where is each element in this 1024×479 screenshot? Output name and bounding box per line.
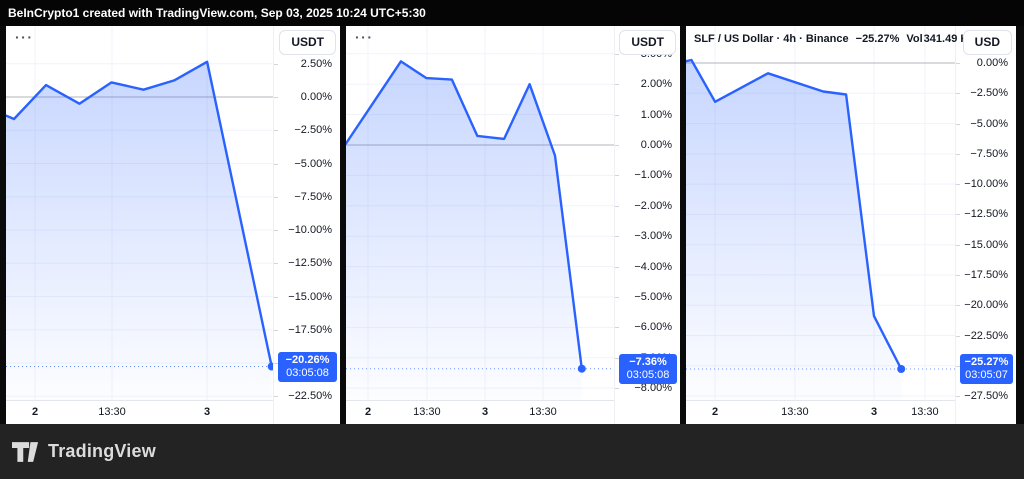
y-axis-label: −20.00%	[956, 298, 1016, 312]
y-axis[interactable]: 3.00%2.00%1.00%0.00%−1.00%−2.00%−3.00%−4…	[614, 26, 680, 424]
area-fill	[686, 60, 902, 400]
last-value-change: −20.26%	[285, 353, 330, 366]
x-axis[interactable]: 2 13:30 3 13:30	[686, 400, 955, 424]
more-options-button[interactable]: ···	[355, 29, 374, 45]
x-axis-label: 3	[870, 406, 878, 418]
symbol-change: −25.27%	[855, 33, 900, 45]
y-axis-label: −2.00%	[615, 199, 680, 213]
price-line	[346, 60, 583, 370]
y-axis-label: −5.00%	[615, 290, 680, 304]
last-value-change: −7.36%	[629, 355, 667, 368]
x-axis-label: 3	[482, 406, 489, 418]
more-options-icon: ···	[15, 29, 34, 45]
plot-area[interactable]	[6, 26, 273, 400]
y-axis[interactable]: 0.00% −2.50% −5.00% −7.50% −10.00% −12.50% −15…	[955, 26, 1016, 424]
more-options-icon: ···	[355, 29, 374, 45]
chart-panel-3: SLF / US Dollar · 4h · Binance −25.27% Vol…	[686, 26, 1016, 424]
last-value-time: 03:05:08	[286, 366, 329, 379]
area-fill	[6, 61, 272, 400]
x-axis-label: 13:30	[413, 406, 441, 418]
volume-label: Vol	[906, 33, 923, 45]
y-axis-label: 0.00%	[615, 138, 680, 152]
last-value-time: 03:05:07	[965, 369, 1008, 381]
y-axis-label: −10.00%	[956, 177, 1016, 191]
area-fill	[346, 61, 582, 400]
y-axis-label: −6.00%	[615, 320, 680, 334]
plot-area[interactable]	[346, 26, 614, 400]
y-axis-label: −2.50%	[956, 86, 1016, 100]
last-value-badge: −25.27% 03:05:07	[960, 354, 1013, 384]
chart-panel-1: ··· USDT 2.50% 0.00% −2.50% −5.00% −7.50% −10…	[6, 26, 340, 424]
y-axis-label: −1.00%	[615, 168, 680, 182]
tradingview-link[interactable]: TradingView	[12, 441, 156, 462]
currency-button[interactable]: USD	[962, 30, 1012, 55]
footer-bar: TradingView	[0, 424, 1024, 479]
y-axis-label: −10.00%	[274, 223, 340, 237]
y-axis-label: −3.00%	[615, 229, 680, 243]
y-axis-label: −2.50%	[274, 123, 340, 137]
y-axis-label: −8.00%	[615, 381, 680, 395]
y-axis-label: −17.50%	[274, 323, 340, 337]
x-axis[interactable]: 2 13:30 3 13:30	[346, 400, 614, 424]
y-axis-label: −12.50%	[274, 256, 340, 270]
x-axis-label: 13:30	[98, 406, 126, 418]
price-line	[6, 60, 273, 368]
last-price-dot	[577, 364, 586, 373]
last-value-badge: −20.26% 03:05:08	[278, 351, 337, 382]
y-axis-label: −7.50%	[956, 147, 1016, 161]
currency-button[interactable]: USDT	[279, 30, 336, 55]
last-value-badge: −7.36% 03:05:08	[619, 353, 677, 384]
symbol-header[interactable]: SLF / US Dollar · 4h · Binance −25.27% Vol…	[694, 33, 968, 45]
y-axis-label: −5.00%	[274, 157, 340, 171]
last-value-time: 03:05:08	[626, 368, 670, 381]
x-axis-label: 13:30	[781, 406, 809, 418]
attribution-text: BeInCrypto1 created with TradingView.com…	[8, 6, 426, 20]
price-line	[686, 58, 903, 371]
plot-area[interactable]	[686, 26, 955, 400]
last-price-dot	[897, 365, 906, 373]
y-axis-label: −17.50%	[956, 268, 1016, 282]
tradingview-logo-icon	[12, 441, 39, 462]
y-axis-label: −22.50%	[956, 329, 1016, 343]
x-axis-label: 13:30	[911, 406, 939, 418]
y-axis-label: −5.00%	[956, 117, 1016, 131]
last-price-dot	[267, 362, 273, 371]
y-axis-label: −27.50%	[956, 389, 1016, 403]
x-axis-label: 2	[32, 406, 39, 418]
y-axis-label: 2.50%	[274, 57, 340, 71]
symbol-title: SLF / US Dollar · 4h · Binance	[694, 33, 849, 45]
volume-value: 341.49 K	[923, 33, 969, 45]
y-axis-label: −22.50%	[274, 389, 340, 403]
x-axis-label: 13:30	[529, 406, 557, 418]
y-axis[interactable]: 2.50% 0.00% −2.50% −5.00% −7.50% −10.00% −12.5…	[273, 26, 340, 424]
attribution-bar: BeInCrypto1 created with TradingView.com…	[0, 0, 1024, 26]
y-axis-label: −15.00%	[956, 238, 1016, 252]
x-axis-label: 2	[712, 406, 719, 418]
tradingview-brand-text: TradingView	[48, 441, 156, 461]
y-axis-label: 1.00%	[615, 108, 680, 122]
y-axis-label: 2.00%	[615, 77, 680, 91]
charts-stage: ··· USDT 2.50% 0.00% −2.50% −5.00% −7.50% −10…	[0, 26, 1024, 424]
x-axis-label: 3	[204, 406, 211, 418]
x-axis-label: 2	[364, 406, 372, 418]
currency-button[interactable]: USDT	[619, 30, 676, 55]
y-axis-label: −7.50%	[274, 190, 340, 204]
last-value-change: −25.27%	[964, 356, 1009, 368]
x-axis[interactable]: 2 13:30 3	[6, 400, 273, 424]
y-axis-label: −4.00%	[615, 260, 680, 274]
chart-panel-2: ··· USDT 3.00%2.00%1.00%0.00%−1.00%−2.00…	[346, 26, 680, 424]
more-options-button[interactable]: ···	[15, 29, 34, 45]
y-axis-label: 0.00%	[274, 90, 340, 104]
y-axis-label: 0.00%	[956, 56, 1016, 70]
y-axis-label: −15.00%	[274, 290, 340, 304]
y-axis-label: −12.50%	[956, 207, 1016, 221]
